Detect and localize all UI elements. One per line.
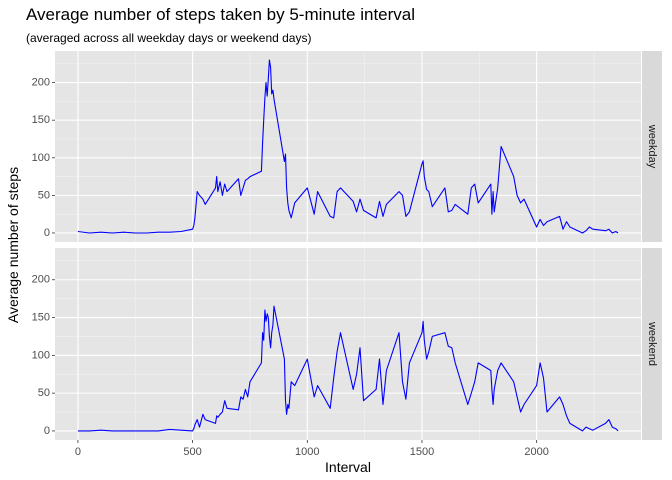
x-tick-label: 500 (183, 446, 201, 458)
facet-strip (642, 248, 662, 440)
x-tick-label: 0 (75, 446, 81, 458)
facet-panel-weekday: weekday (55, 51, 662, 242)
chart-subtitle: (averaged across all weekday days or wee… (26, 31, 311, 45)
panel-background (55, 248, 641, 440)
y-tick-label: 200 (32, 274, 50, 286)
x-tick-label: 1500 (410, 446, 434, 458)
y-tick-label: 100 (32, 152, 50, 164)
y-tick-label: 150 (32, 114, 50, 126)
panel-background (55, 51, 641, 242)
chart-title: Average number of steps taken by 5-minut… (26, 5, 415, 24)
facet-panels: weekday weekend (55, 51, 662, 440)
x-axis-title: Interval (325, 459, 371, 475)
x-tick-label: 2000 (524, 446, 548, 458)
y-axis-title: Average number of steps (5, 167, 21, 323)
y-tick-label: 0 (44, 425, 50, 437)
facet-panel-weekend: weekend (55, 248, 662, 440)
facet-strip (642, 51, 662, 242)
y-axis: 0 50 100 150 200 0 50 100 150 200 (32, 77, 55, 437)
facet-label-weekend: weekend (646, 321, 658, 366)
facet-label-weekday: weekday (646, 124, 658, 169)
x-axis: 0 500 1000 1500 2000 (75, 440, 549, 458)
y-tick-label: 200 (32, 77, 50, 89)
x-tick-label: 1000 (295, 446, 319, 458)
y-tick-label: 50 (38, 189, 50, 201)
series-line-weekend (77, 305, 619, 432)
y-tick-label: 150 (32, 312, 50, 324)
y-tick-label: 50 (38, 387, 50, 399)
series-line-weekday (77, 59, 619, 234)
y-tick-label: 0 (44, 227, 50, 239)
y-tick-label: 100 (32, 349, 50, 361)
